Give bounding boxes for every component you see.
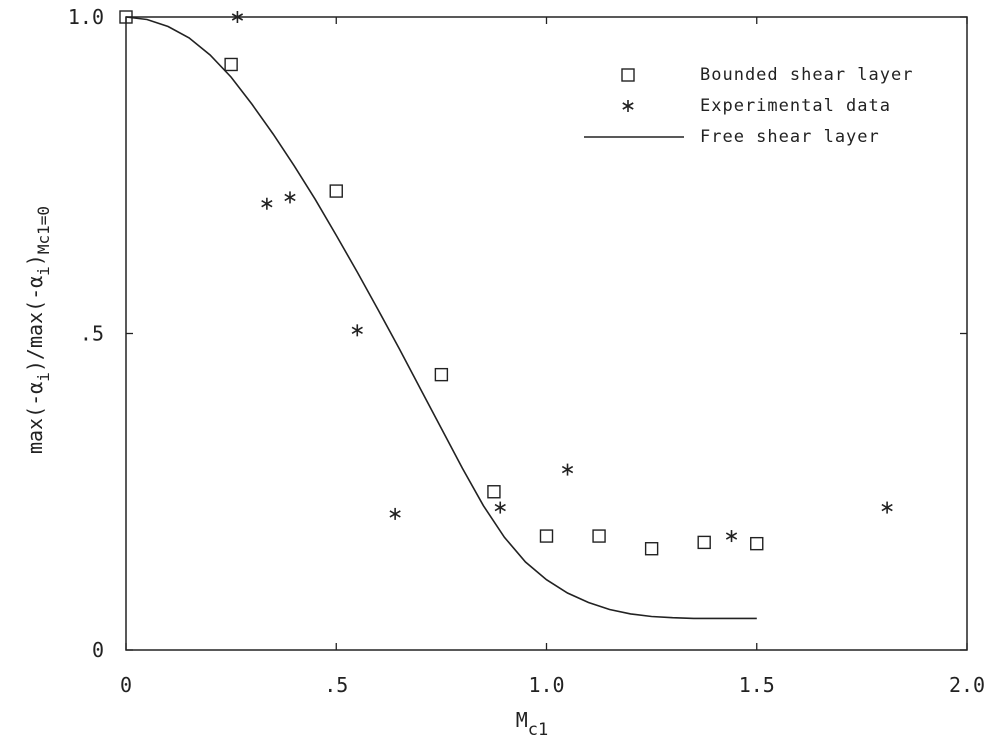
experimental-point (881, 501, 893, 514)
legend-asterisk-icon (622, 100, 634, 112)
bounded-point (487, 485, 501, 499)
asterisk-stroke (284, 193, 296, 202)
x-tick-label: 1.5 (739, 673, 775, 697)
bounded-point (224, 57, 238, 72)
asterisk-stroke (881, 503, 893, 512)
experimental-point (261, 197, 273, 210)
free-shear-layer-line (125, 16, 757, 620)
experimental-point (351, 324, 363, 337)
y-axis-label-part: max(-α (23, 382, 47, 454)
y-tick-label: .5 (80, 322, 104, 346)
legend: Bounded shear layer Experimental data Free… (584, 65, 913, 147)
bounded-point (434, 367, 449, 382)
y-axis: 0 .5 1.0 (68, 5, 967, 662)
y-axis-label-sub: Mc1=0 (34, 206, 53, 254)
legend-label: Experimental data (700, 96, 891, 116)
asterisk-stroke (622, 102, 634, 110)
bounded-point (697, 535, 711, 550)
legend-square-icon (621, 68, 635, 82)
asterisk-stroke (351, 326, 363, 335)
y-axis-label: max(-αi)/max(-αi)Mc1=0 (23, 206, 53, 454)
y-axis-label-sub: i (34, 372, 53, 382)
asterisk-stroke (725, 532, 738, 540)
asterisk-stroke (261, 200, 273, 208)
experimental-point (284, 191, 296, 204)
legend-label: Free shear layer (700, 127, 880, 147)
x-axis-label: Mc1 (516, 708, 549, 740)
x-tick-label: .5 (324, 673, 348, 697)
x-tick-label: 1.0 (528, 673, 564, 697)
bounded-point (592, 529, 606, 543)
y-tick-label: 1.0 (68, 5, 104, 29)
x-tick-label: 0 (120, 673, 132, 697)
asterisk-stroke (561, 465, 574, 474)
series-0 (119, 10, 764, 556)
y-axis-label-part: )/max(-α (23, 276, 47, 372)
asterisk-stroke (389, 510, 401, 518)
plot-area (119, 10, 893, 620)
bounded-point (539, 529, 554, 543)
x-axis-label-sub: c1 (528, 720, 548, 740)
x-axis: 0 .5 1.0 1.5 2.0 (120, 17, 985, 697)
y-axis-label-part: ) (23, 254, 47, 266)
y-tick-label: 0 (92, 638, 104, 662)
experimental-point (389, 507, 401, 520)
asterisk-stroke (231, 13, 244, 21)
experimental-point (494, 501, 506, 514)
asterisk-stroke (494, 503, 506, 512)
experimental-point (561, 463, 574, 476)
bounded-point (644, 542, 659, 556)
series-1 (231, 11, 893, 543)
series-2 (125, 16, 757, 620)
experimental-point (231, 11, 244, 23)
x-axis-label-main: M (516, 708, 528, 732)
y-axis-label-sub: i (34, 266, 53, 276)
bounded-point (750, 536, 764, 551)
x-tick-label: 2.0 (949, 673, 985, 697)
bounded-point (329, 184, 343, 198)
experimental-point (725, 530, 738, 543)
legend-label: Bounded shear layer (700, 65, 913, 85)
